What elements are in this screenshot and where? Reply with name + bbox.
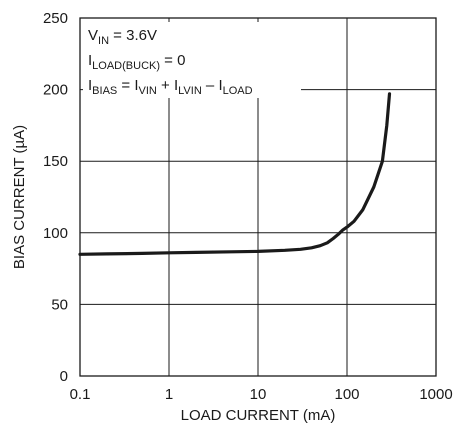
x-axis-label: LOAD CURRENT (mA) [181, 407, 336, 424]
annotation-ibias-equation: IBIAS = IVIN + ILVIN – ILOAD [88, 77, 253, 97]
y-tick-label: 150 [43, 153, 68, 170]
y-tick-label: 100 [43, 225, 68, 242]
y-tick-label: 0 [60, 368, 68, 385]
annotation-iload-buck: ILOAD(BUCK) = 0 [88, 52, 185, 72]
annotation-background [83, 22, 301, 98]
x-tick-label: 1000 [419, 386, 452, 403]
series-line [78, 92, 392, 256]
y-tick-label: 250 [43, 10, 68, 27]
y-tick-label: 50 [51, 296, 68, 313]
tick-labels: 0.1 1 10 100 1000 0 50 100 150 200 250 [43, 10, 453, 403]
y-tick-label: 200 [43, 82, 68, 99]
y-axis-label: BIAS CURRENT (µA) [11, 125, 28, 269]
plot-frame [79, 17, 437, 377]
x-tick-label: 0.1 [70, 386, 91, 403]
x-tick-label: 1 [165, 386, 173, 403]
x-tick-label: 10 [250, 386, 267, 403]
annotation-vin: VIN = 3.6V [88, 27, 157, 47]
x-tick-label: 100 [334, 386, 359, 403]
